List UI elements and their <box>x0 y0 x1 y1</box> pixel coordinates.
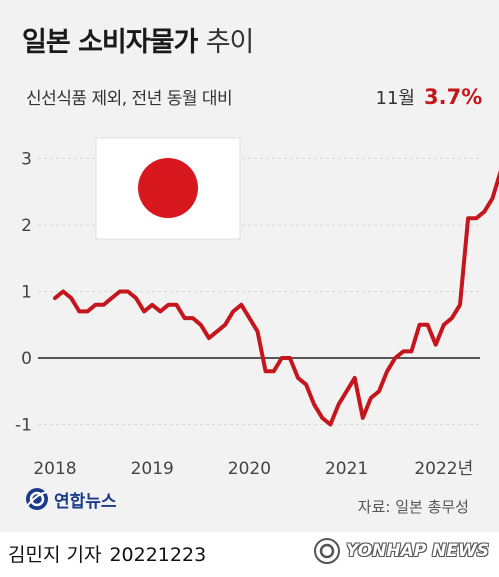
reporter-name: 김민지 기자 <box>8 544 102 566</box>
x-tick-label: 2019 <box>131 459 174 479</box>
japan-flag <box>95 137 241 240</box>
x-tick-label: 2018 <box>33 459 76 479</box>
chart-title: 일본 소비자물가 추이 <box>22 20 255 59</box>
yonhap-logo-icon <box>26 488 48 510</box>
flag-sun-disc <box>138 158 198 218</box>
publish-date: 20221223 <box>109 544 207 566</box>
y-tick-label: 0 <box>21 349 32 369</box>
y-tick-label: 3 <box>21 150 32 170</box>
chart-panel <box>0 0 499 532</box>
agency-text: YONHAP NEWS <box>346 541 489 561</box>
x-tick-label: 2020 <box>228 459 271 479</box>
y-tick-label: 2 <box>21 216 32 236</box>
yonhap-logo: 연합뉴스 <box>24 486 117 512</box>
agency-watermark: YONHAP NEWS <box>312 536 489 566</box>
byline: 김민지 기자 20221223 <box>8 540 206 567</box>
annotation-month: 11월 <box>376 88 415 109</box>
title-light: 추이 <box>205 27 255 58</box>
chart-subtitle: 신선식품 제외, 전년 동월 대비 <box>26 89 233 109</box>
y-axis-ticks: -1 0 1 2 3 <box>15 150 32 436</box>
logo-text: 연합뉴스 <box>54 491 117 512</box>
x-tick-label: 2021 <box>325 459 368 479</box>
line-chart: -1 0 1 2 3 2018 2019 2020 2021 2022년 11월 3.7% <box>15 85 499 479</box>
x-tick-label: 2022년 <box>414 459 473 479</box>
series-points <box>54 198 493 425</box>
x-axis-ticks: 2018 2019 2020 2021 2022년 <box>33 459 473 479</box>
annotation-value: 3.7% <box>424 85 482 109</box>
title-main: 일본 소비자물가 <box>22 27 198 58</box>
yonhap-news-mark-icon <box>314 538 341 564</box>
y-tick-label: 1 <box>21 283 32 303</box>
end-annotation: 11월 3.7% <box>376 85 483 109</box>
source-note: 자료: 일본 총무성 <box>357 498 469 516</box>
y-tick-label: -1 <box>15 416 32 436</box>
